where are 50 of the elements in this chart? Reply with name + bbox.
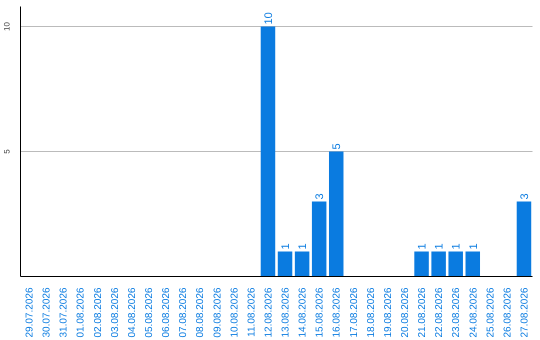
x-tick-label: 30.07.2026	[42, 287, 53, 338]
x-tick-label: 31.07.2026	[58, 287, 70, 338]
x-tick-label: 23.08.2026	[451, 287, 462, 338]
x-tick-label: 10.08.2026	[229, 287, 240, 338]
x-tick-label: 15.08.2026	[314, 287, 326, 338]
x-tick-label: 09.08.2026	[212, 287, 224, 338]
bar	[466, 252, 480, 276]
x-tick-label: 22.08.2026	[434, 287, 446, 338]
x-tick-label: 02.08.2026	[92, 287, 104, 338]
bar	[414, 252, 429, 276]
bar	[294, 252, 310, 276]
x-tick-label: 26.08.2026	[502, 287, 514, 338]
data-label: 1	[280, 243, 292, 250]
data-label: 1	[434, 243, 446, 250]
x-tick-label: 20.08.2026	[400, 287, 411, 338]
data-label: 3	[518, 193, 531, 200]
data-label: 10	[262, 12, 275, 24]
data-label: 5	[331, 143, 344, 150]
data-label: 1	[297, 243, 310, 250]
x-tick-label: 12.08.2026	[263, 287, 274, 338]
x-tick-label: 16.08.2026	[332, 287, 343, 338]
x-tick-label: 06.08.2026	[161, 287, 172, 338]
x-tick-label: 18.08.2026	[366, 287, 377, 338]
bar	[328, 152, 344, 276]
x-tick-label: 04.08.2026	[126, 287, 138, 338]
x-tick-label: 27.08.2026	[519, 287, 530, 338]
x-tick-label: 05.08.2026	[144, 287, 155, 338]
data-label: 3	[314, 193, 326, 200]
x-tick-label: 19.08.2026	[382, 287, 394, 338]
x-tick-label: 07.08.2026	[178, 287, 190, 338]
x-tick-label: 08.08.2026	[195, 287, 206, 338]
data-label: 1	[416, 243, 429, 250]
bar	[278, 252, 292, 276]
bar	[448, 252, 463, 276]
data-label: 1	[450, 243, 463, 250]
x-tick-label: 14.08.2026	[298, 287, 309, 338]
bar	[260, 26, 276, 276]
data-label: 1	[468, 243, 480, 250]
x-tick-label: 24.08.2026	[468, 287, 480, 338]
x-tick-label: 29.07.2026	[24, 287, 36, 338]
x-tick-label: 11.08.2026	[246, 287, 258, 337]
bar	[431, 252, 446, 276]
bar	[516, 202, 532, 276]
bar	[312, 202, 326, 276]
x-tick-label: 03.08.2026	[110, 287, 121, 338]
x-tick-label: 17.08.2026	[348, 287, 360, 338]
x-tick-label: 13.08.2026	[280, 287, 292, 338]
x-tick-label: 01.08.2026	[76, 287, 87, 338]
x-tick-label: 21.08.2026	[417, 287, 428, 338]
x-tick-label: 25.08.2026	[485, 287, 496, 338]
